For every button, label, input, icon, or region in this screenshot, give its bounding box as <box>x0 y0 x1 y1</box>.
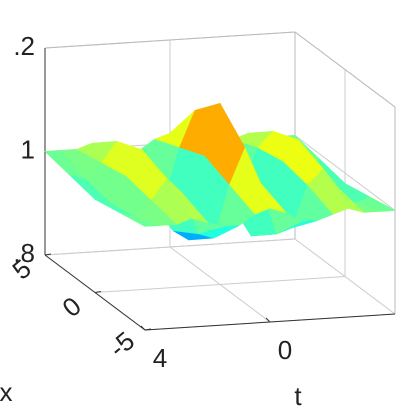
z-tick-label: 1 <box>21 134 35 164</box>
box-edge <box>44 31 296 49</box>
tick <box>144 328 152 331</box>
surface-patch <box>119 212 161 227</box>
grid-line <box>94 276 346 293</box>
z-tick-label: .2 <box>13 31 35 61</box>
x-tick-label: -5 <box>103 325 140 363</box>
tick <box>265 317 271 323</box>
t-axis-label: t <box>294 381 302 411</box>
box-edge <box>294 31 396 108</box>
tick <box>140 325 146 331</box>
x-tick-label: 0 <box>278 335 292 365</box>
grid-line <box>44 238 296 256</box>
x-tick-label: 4 <box>153 343 167 373</box>
x-axis-label: x <box>0 377 13 407</box>
x-tick-label: 0 <box>56 291 86 323</box>
z-tick-label: .8 <box>13 238 35 268</box>
tick <box>94 291 102 293</box>
tick <box>44 253 52 256</box>
